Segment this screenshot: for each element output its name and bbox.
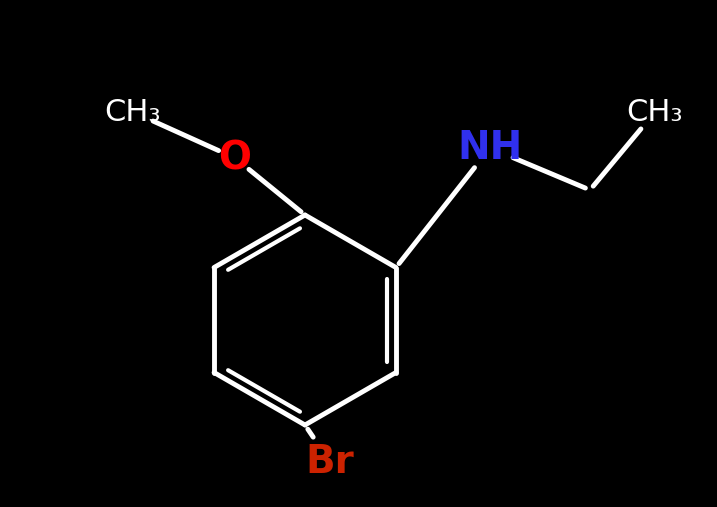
Text: O: O	[219, 139, 252, 177]
Text: NH: NH	[457, 129, 523, 167]
Text: Br: Br	[305, 443, 354, 481]
Text: CH₃: CH₃	[105, 97, 161, 127]
Text: CH₃: CH₃	[627, 97, 683, 127]
